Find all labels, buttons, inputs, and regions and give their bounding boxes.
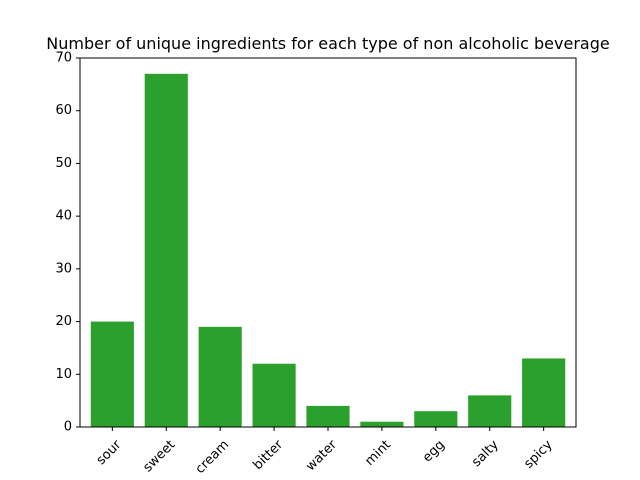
bar-mint bbox=[360, 421, 404, 427]
x-axis: sour sweet cream bitter water mint egg salty spi… bbox=[94, 427, 556, 477]
x-tick-label: bitter bbox=[250, 437, 286, 473]
y-tick-label: 50 bbox=[55, 156, 72, 171]
y-axis: 0 10 20 30 40 50 60 70 bbox=[55, 51, 80, 435]
bar-bitter bbox=[252, 363, 296, 427]
bar-egg bbox=[414, 411, 458, 427]
y-tick-label: 20 bbox=[55, 314, 72, 329]
bar-spicy bbox=[522, 358, 566, 427]
x-tick-label: egg bbox=[420, 437, 448, 465]
y-tick-label: 10 bbox=[55, 367, 72, 382]
bar-salty bbox=[468, 395, 512, 427]
x-tick-label: mint bbox=[362, 437, 394, 469]
x-tick-label: sweet bbox=[140, 437, 178, 475]
bar-water bbox=[306, 405, 350, 427]
y-tick-label: 60 bbox=[55, 103, 72, 118]
x-tick-label: salty bbox=[469, 437, 502, 470]
x-tick-label: sour bbox=[94, 437, 125, 468]
x-tick-label: spicy bbox=[521, 437, 555, 471]
bar-cream bbox=[198, 326, 242, 427]
y-tick-label: 40 bbox=[55, 209, 72, 224]
bars-layer bbox=[90, 73, 566, 427]
bar-sour bbox=[90, 321, 134, 427]
chart-title: Number of unique ingredients for each ty… bbox=[46, 34, 609, 53]
y-tick-label: 0 bbox=[64, 420, 72, 435]
bar-sweet bbox=[144, 73, 188, 427]
x-tick-label: water bbox=[303, 437, 340, 474]
y-tick-label: 30 bbox=[55, 261, 72, 276]
x-tick-label: cream bbox=[193, 437, 232, 476]
plot-frame bbox=[79, 57, 577, 428]
y-tick-label: 70 bbox=[55, 51, 72, 66]
